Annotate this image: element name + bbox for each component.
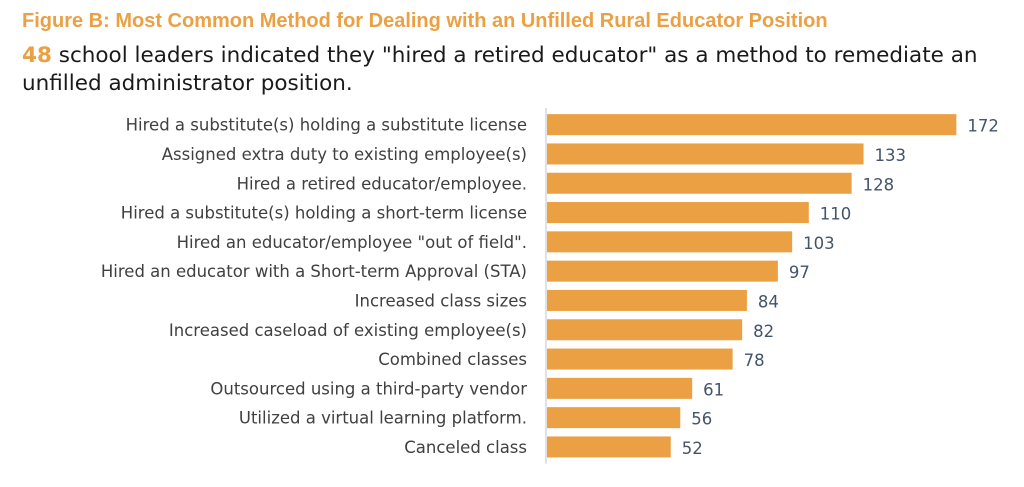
category-label: Increased caseload of existing employee(… [169,321,527,340]
bar [547,114,957,136]
figure-subtitle: 48 school leaders indicated they "hired … [22,42,1002,98]
category-label: Outsourced using a third-party vendor [210,379,527,398]
bar [547,231,793,253]
bar [547,407,681,429]
data-label: 82 [753,322,774,341]
data-label: 61 [703,380,724,399]
bar [547,289,747,311]
bar [547,202,809,224]
category-label: Increased class sizes [355,291,527,310]
data-label: 110 [820,205,852,224]
figure-title: Figure B: Most Common Method for Dealing… [22,10,828,32]
bar [547,319,743,341]
bar [547,377,693,399]
category-label: Hired an educator with a Short-term Appr… [101,262,527,281]
data-label: 56 [691,410,712,429]
bar [547,143,864,165]
category-label: Hired a substitute(s) holding a short-te… [121,204,527,223]
category-label: Utilized a virtual learning platform. [239,409,527,428]
data-label: 97 [789,263,810,282]
data-label: 52 [682,439,703,458]
subtitle-text: school leaders indicated they "hired a r… [22,43,978,96]
data-label: 172 [967,117,999,136]
data-label: 103 [803,234,835,253]
category-label: Combined classes [378,350,527,369]
bar [547,172,852,194]
bar [547,436,671,458]
category-label: Hired a retired educator/employee. [237,174,527,193]
data-label: 84 [758,292,779,311]
category-label: Canceled class [404,438,527,457]
category-label: Hired an educator/employee "out of field… [177,233,527,252]
category-label: Assigned extra duty to existing employee… [162,145,527,164]
data-label: 78 [744,351,765,370]
data-label: 133 [875,146,907,165]
data-label: 128 [863,175,895,194]
subtitle-highlight-number: 48 [22,43,52,68]
bar [547,260,778,282]
category-label: Hired a substitute(s) holding a substitu… [126,116,527,135]
bar [547,348,733,370]
